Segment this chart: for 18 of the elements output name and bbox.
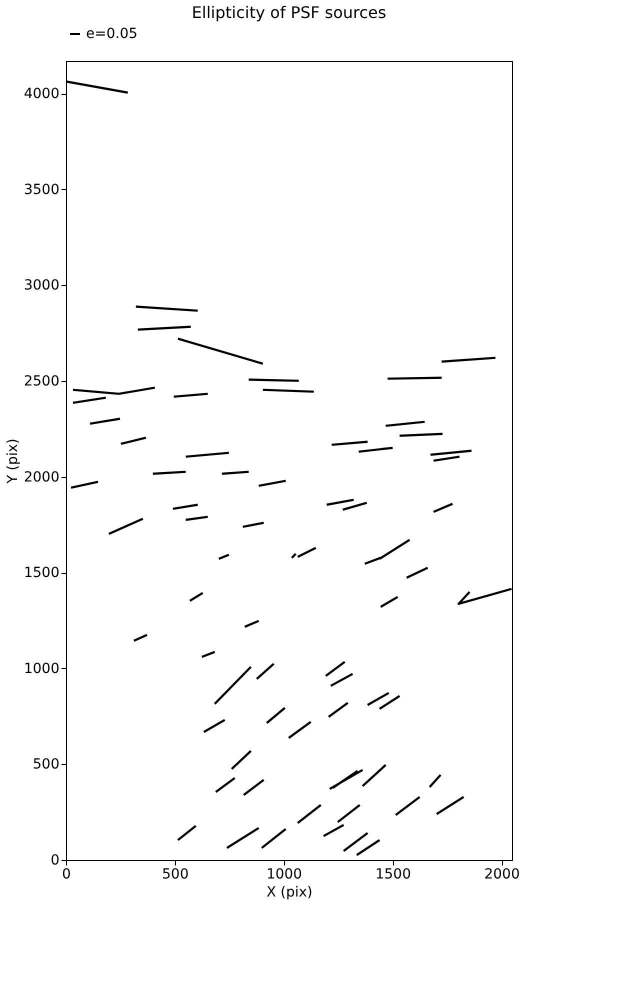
y-tick-label: 0 [50, 852, 60, 868]
x-tick-label: 1000 [266, 866, 302, 882]
y-axis-title: Y (pix) [4, 438, 21, 484]
y-tick-label: 1500 [24, 565, 60, 582]
y-tick-label: 3500 [24, 182, 60, 198]
y-tick-label: 2500 [24, 373, 60, 390]
legend-label: e=0.05 [86, 26, 138, 42]
y-tick-label: 500 [32, 756, 60, 773]
y-tick-label: 3000 [24, 278, 60, 294]
chart-title: Ellipticity of PSF sources [192, 3, 386, 22]
y-tick-label: 4000 [24, 86, 60, 102]
x-tick-label: 2000 [484, 866, 520, 882]
x-tick-label: 0 [62, 866, 71, 882]
x-axis-title: X (pix) [266, 884, 313, 900]
x-tick-label: 1500 [375, 866, 411, 882]
y-tick-label: 1000 [24, 660, 60, 677]
y-tick-label: 2000 [24, 469, 60, 486]
x-tick-label: 500 [162, 866, 189, 882]
